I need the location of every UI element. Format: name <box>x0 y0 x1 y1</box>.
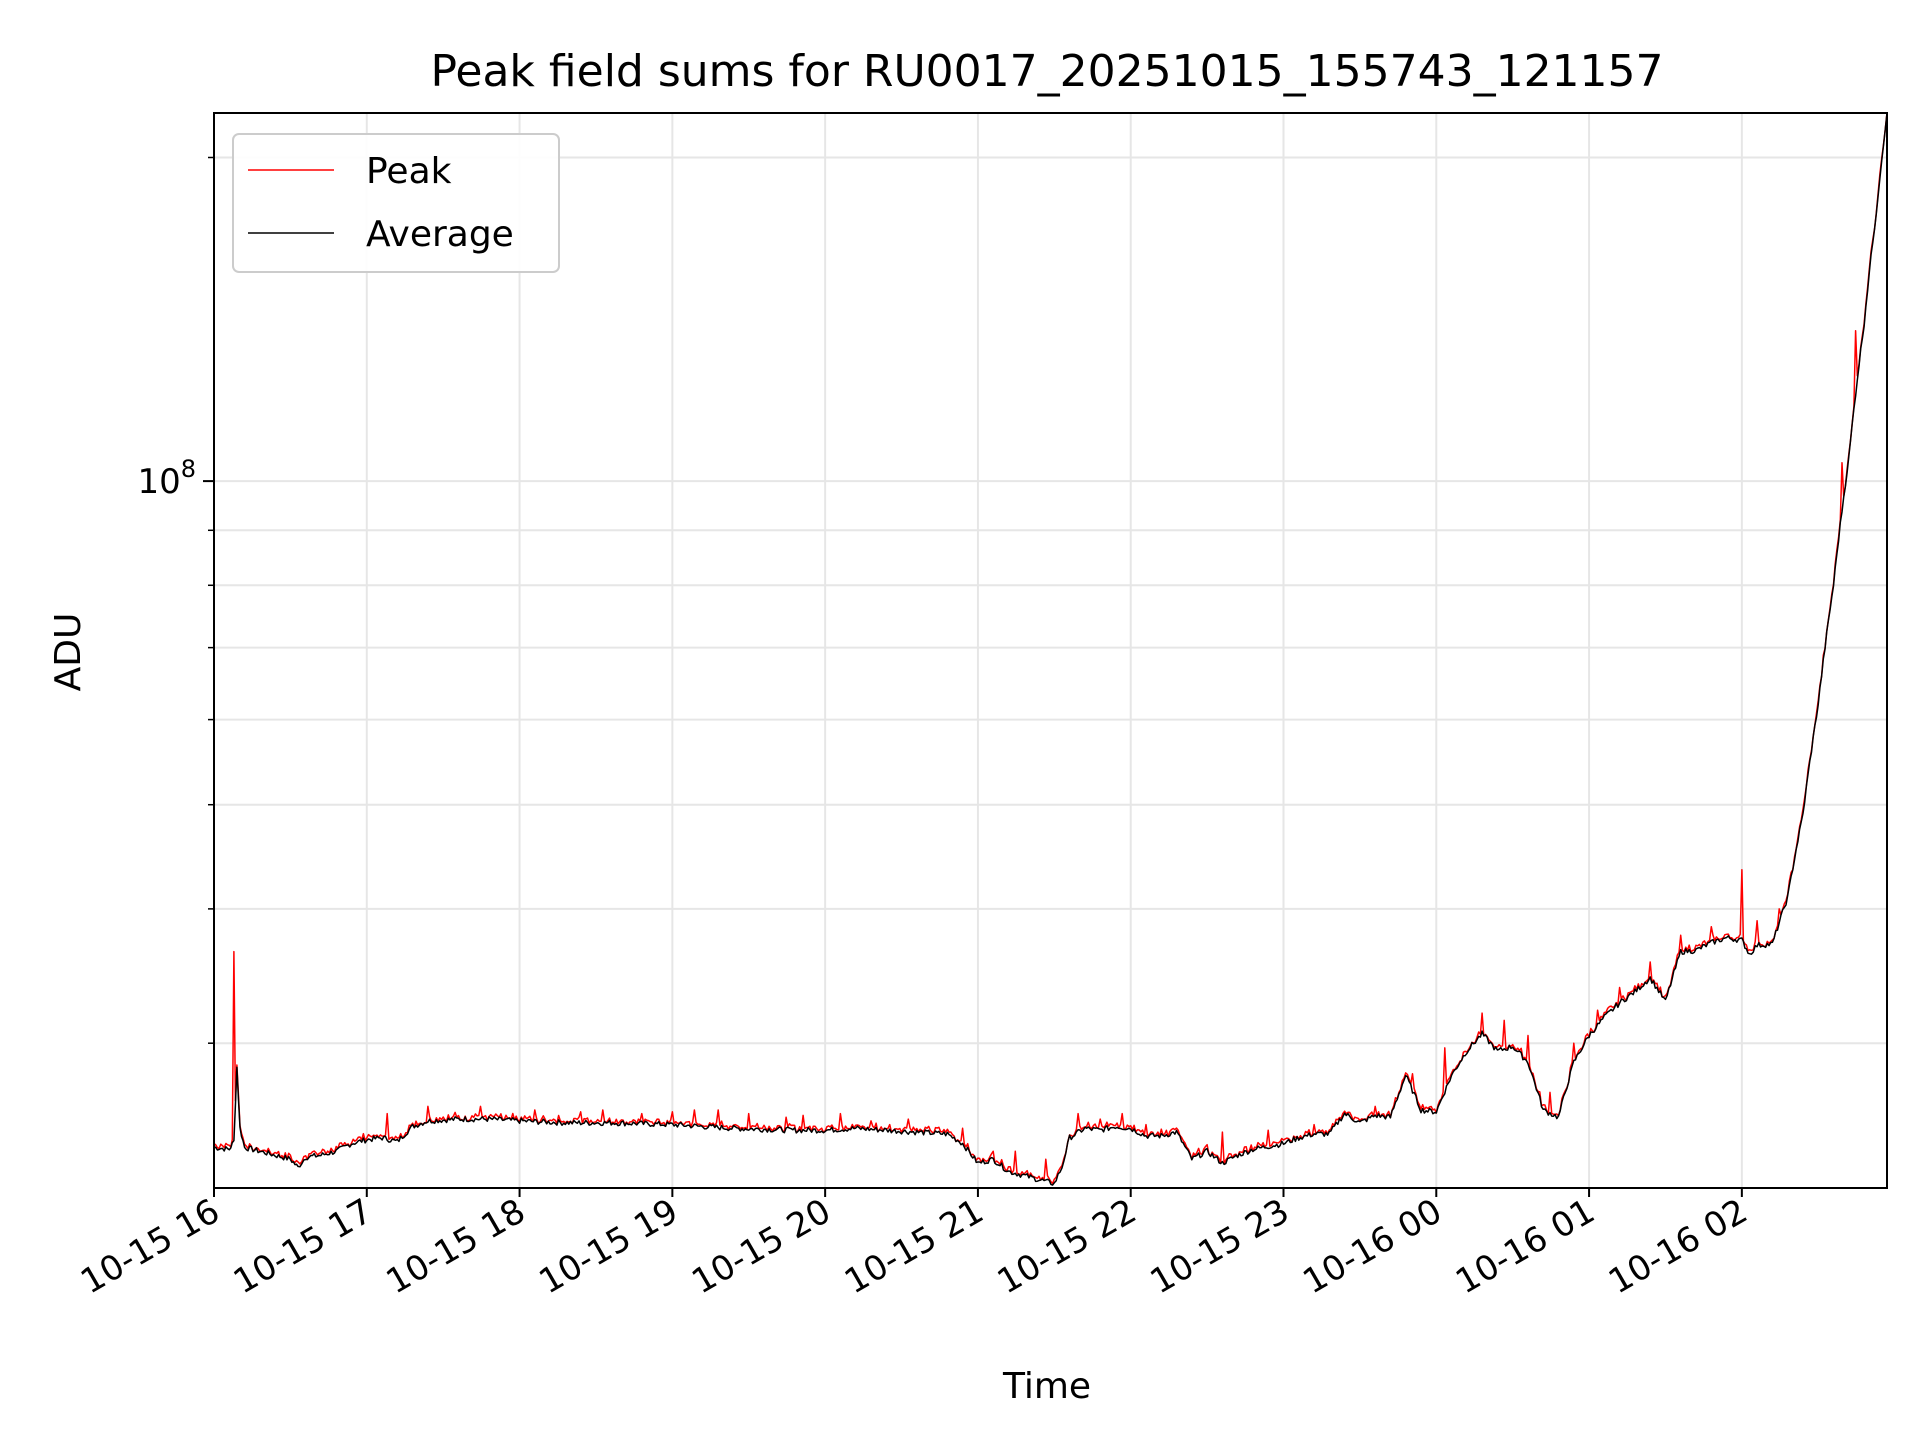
y-tick-label: 108 <box>137 455 196 502</box>
grid <box>213 113 1887 1188</box>
legend-average-label: Average <box>366 214 514 255</box>
plot-frame <box>213 112 1888 1189</box>
series-layer <box>214 113 1887 1186</box>
average-series-line <box>214 113 1887 1186</box>
y-axis-label: ADU <box>48 613 89 692</box>
peak-series-line <box>214 113 1887 1185</box>
legend-box <box>232 133 560 273</box>
x-axis-label: Time <box>1002 1366 1091 1407</box>
legend: Peak Average <box>232 133 560 273</box>
legend-peak-label: Peak <box>366 151 452 192</box>
chart-title: Peak field sums for RU0017_20251015_1557… <box>430 46 1663 97</box>
